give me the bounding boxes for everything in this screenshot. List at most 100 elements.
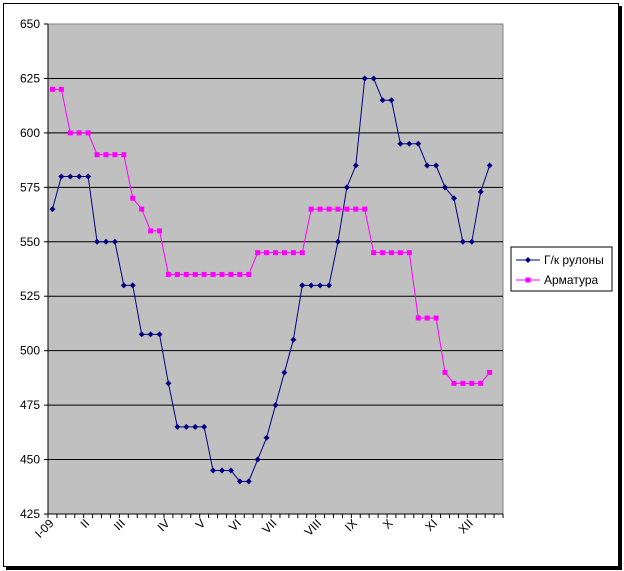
data-point (451, 380, 457, 386)
legend-marker-1 (525, 277, 531, 283)
data-point (486, 162, 493, 169)
data-point (406, 140, 413, 147)
y-tick-label: 625 (20, 71, 40, 85)
data-point (388, 97, 395, 104)
data-point (102, 238, 109, 245)
y-tick-label: 450 (20, 453, 40, 467)
data-point (255, 250, 261, 256)
y-tick-label: 500 (20, 344, 40, 358)
data-point (424, 162, 431, 169)
series-1 (49, 86, 493, 386)
data-point (397, 140, 404, 147)
legend-box (510, 246, 613, 292)
data-point (273, 250, 278, 256)
data-point (76, 130, 82, 136)
data-point (148, 228, 154, 234)
data-point (281, 250, 287, 256)
y-tick-label: 475 (20, 398, 40, 412)
data-point (459, 238, 466, 245)
data-point (227, 467, 234, 474)
data-point (147, 331, 154, 338)
data-point (103, 152, 109, 158)
data-point (237, 271, 243, 277)
data-point (67, 130, 73, 136)
x-tick-label: VIII (302, 516, 325, 539)
x-tick-label: XI (422, 516, 440, 534)
x-tick-label: X (380, 516, 396, 532)
data-point (326, 206, 332, 212)
data-point (219, 271, 225, 277)
data-point (468, 238, 475, 245)
y-axis-ticks: 425 450 475 500 525 550 575 600 625 650 (20, 17, 48, 521)
data-point (344, 206, 350, 212)
data-point (121, 152, 127, 158)
data-point (94, 238, 101, 245)
data-point (236, 478, 243, 485)
legend-label-1: Арматура (544, 273, 599, 287)
data-point (129, 282, 136, 289)
data-point (406, 250, 412, 256)
data-point (308, 282, 315, 289)
series-line (52, 88, 491, 384)
series-layer (49, 75, 493, 485)
data-point (299, 250, 305, 256)
data-point (290, 250, 296, 256)
data-point (299, 282, 306, 289)
data-point (433, 315, 439, 321)
x-tick-label: II (78, 516, 93, 531)
legend: Г/к рулоны Арматура (510, 246, 613, 292)
series-0 (49, 75, 493, 485)
data-point (157, 228, 163, 234)
data-point (183, 423, 190, 430)
data-point (353, 206, 359, 212)
data-point (85, 173, 92, 180)
data-point (76, 173, 83, 180)
data-point (246, 271, 252, 277)
data-point (139, 206, 145, 212)
plot-area (47, 23, 504, 515)
data-point (460, 380, 466, 386)
data-point (334, 238, 341, 245)
data-point (49, 86, 55, 92)
data-point (352, 162, 359, 169)
data-point (174, 271, 180, 277)
y-tick-label: 575 (20, 180, 40, 194)
data-point (192, 423, 199, 430)
data-point (415, 140, 422, 147)
legend-marker-0 (525, 257, 531, 263)
x-tick-label: VII (259, 516, 279, 536)
x-tick-label: III (111, 516, 128, 533)
data-point (343, 184, 350, 191)
x-axis-ticks: I-09 II III IV V VI VII VIII IX X XI XII (32, 514, 504, 541)
data-point (469, 380, 475, 386)
data-point (254, 456, 261, 463)
data-point (478, 380, 484, 386)
data-point (138, 331, 145, 338)
data-point (281, 369, 288, 376)
data-point (156, 331, 163, 338)
data-point (58, 86, 64, 92)
data-point (264, 250, 270, 256)
data-point (487, 369, 493, 375)
data-point (201, 271, 207, 277)
data-point (210, 271, 216, 277)
data-point (450, 195, 457, 202)
data-point (49, 206, 56, 213)
data-point (397, 250, 403, 256)
data-point (361, 75, 368, 82)
x-tick-label: XII (456, 516, 476, 536)
data-point (388, 250, 394, 256)
data-point (245, 478, 252, 485)
data-point (130, 195, 136, 201)
y-tick-label: 550 (20, 235, 40, 249)
y-tick-label: 650 (20, 17, 40, 31)
data-point (415, 315, 421, 321)
data-point (442, 369, 448, 375)
data-point (477, 188, 484, 195)
data-point (120, 282, 127, 289)
data-point (165, 271, 171, 277)
data-point (326, 282, 333, 289)
data-point (94, 152, 100, 158)
x-tick-label: IX (342, 516, 360, 534)
